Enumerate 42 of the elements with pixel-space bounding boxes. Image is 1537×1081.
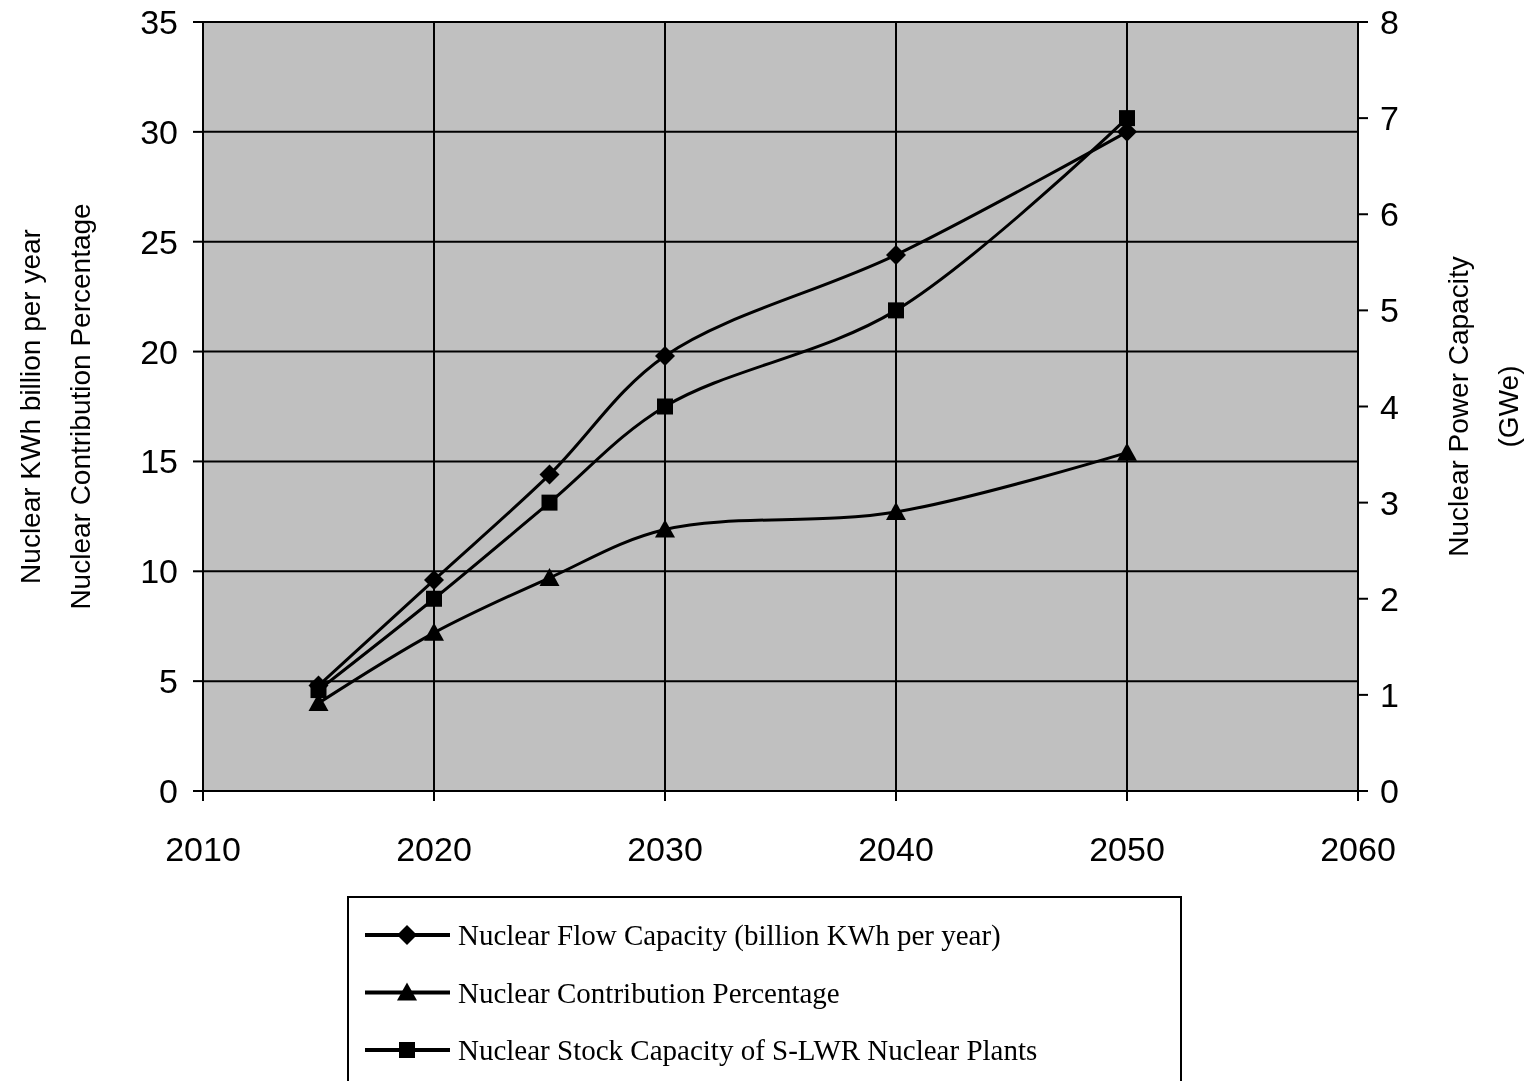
x-tick-label: 2010	[165, 830, 241, 868]
point	[539, 464, 560, 485]
point	[424, 622, 444, 641]
y-tick-label: 30	[140, 112, 178, 151]
y-tick-label: 15	[140, 442, 178, 481]
y-tick-label: 0	[159, 772, 178, 810]
x-tick-label: 2030	[627, 830, 703, 868]
point	[539, 567, 560, 586]
point	[1119, 110, 1135, 127]
point	[657, 398, 673, 415]
y2-tick-label: 6	[1380, 195, 1399, 234]
y2-tick-label: 2	[1380, 579, 1399, 618]
y2-tick-label: 0	[1380, 772, 1399, 810]
y2-tick-label: 1	[1380, 675, 1399, 714]
legend-label: Nuclear Stock Capacity of S-LWR Nuclear Plants	[458, 1034, 1038, 1066]
point	[655, 519, 675, 538]
x-tick-label: 2020	[396, 830, 472, 868]
point	[886, 501, 906, 520]
y2-tick-label: 4	[1380, 387, 1399, 426]
y2-tick-label: 3	[1380, 483, 1399, 522]
point	[886, 244, 906, 265]
y-tick-label: 5	[159, 662, 178, 701]
point	[655, 345, 675, 366]
point	[888, 302, 904, 319]
y-tick-label: 10	[140, 552, 178, 591]
x-tick-label: 2060	[1320, 830, 1396, 868]
legend-label: Nuclear Flow Capacity (billion KWh per year)	[458, 919, 1001, 952]
y-axis-title: Nuclear KWh billion per year Nuclear Contribution Percentage	[15, 203, 96, 610]
y2-tick-label: 7	[1380, 99, 1399, 138]
y2-tick-label: 8	[1380, 3, 1399, 41]
x-tick-label: 2050	[1089, 830, 1165, 868]
point	[424, 570, 444, 591]
x-tick-label: 2040	[858, 830, 934, 868]
point	[541, 494, 558, 511]
y2-axis-title: Nuclear Power Capacity (GWe)	[1443, 256, 1524, 557]
legend-label: Nuclear Contribution Percentage	[458, 976, 840, 1009]
y-tick-label: 35	[140, 3, 178, 41]
point	[1117, 442, 1137, 461]
y-tick-label: 25	[140, 222, 178, 261]
point	[426, 590, 442, 607]
y2-tick-label: 5	[1380, 291, 1399, 330]
y-tick-label: 20	[140, 332, 178, 371]
